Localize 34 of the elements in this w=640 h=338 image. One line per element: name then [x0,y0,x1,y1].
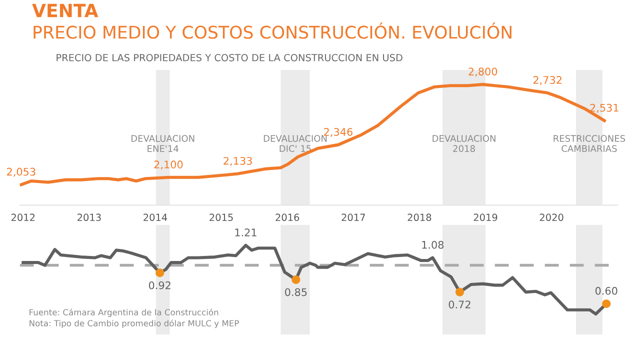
x-tick-label: 2018 [408,214,432,222]
point [292,275,300,284]
point [455,288,464,296]
annotation: 0.85 [285,288,307,296]
text: Nota: Tipo de Cambio promedio dólar MULC y MEP [30,320,239,328]
point [156,268,164,278]
chart-subtitle: PRECIO MEDIO Y COSTOS CONSTRUCCIÓN. EVOLUCIÓN [34,22,512,39]
band-label: DEVALUACION ENE'14 [131,135,194,152]
annotation: 0.60 [595,286,618,295]
point [602,299,611,308]
x-tick-label: 2013 [78,214,101,222]
x-tick-label: 2014 [144,214,168,222]
annotation: 2,053 [7,168,36,177]
x-tick-label: 2019 [474,214,498,222]
x-tick-label: 2015 [210,214,233,222]
x-tick-label: 2020 [540,214,564,222]
annotation: Fuente: Cámara Argentina de la Construcción [30,308,218,318]
x-tick-label: 2012 [11,214,35,222]
annotation: 2,732 [533,76,562,85]
band-label: RESTRICCIONES CAMBIARIAS [554,135,626,152]
annotation: 1.21 [235,228,256,236]
annotation: 0.92 [148,281,170,290]
annotation: 2,800 [468,68,498,77]
annotation: 0.72 [448,300,470,308]
chart-title: VENTA [32,4,98,18]
annotation: 2,133 [224,156,252,166]
annotation: 2,100 [154,160,183,170]
annotation: 2,346 [324,128,352,137]
text: PRECIO DE LAS PROPIEDADES Y COSTO DE LA CONSTRUCCION EN USD [56,54,402,62]
band-label: DEVALUACION 2018 [432,135,496,152]
x-tick-label: 2016 [276,214,300,222]
annotation: 2,531 [590,104,618,113]
annotation: 1.08 [422,240,444,249]
x-tick-label: 2017 [342,214,365,222]
